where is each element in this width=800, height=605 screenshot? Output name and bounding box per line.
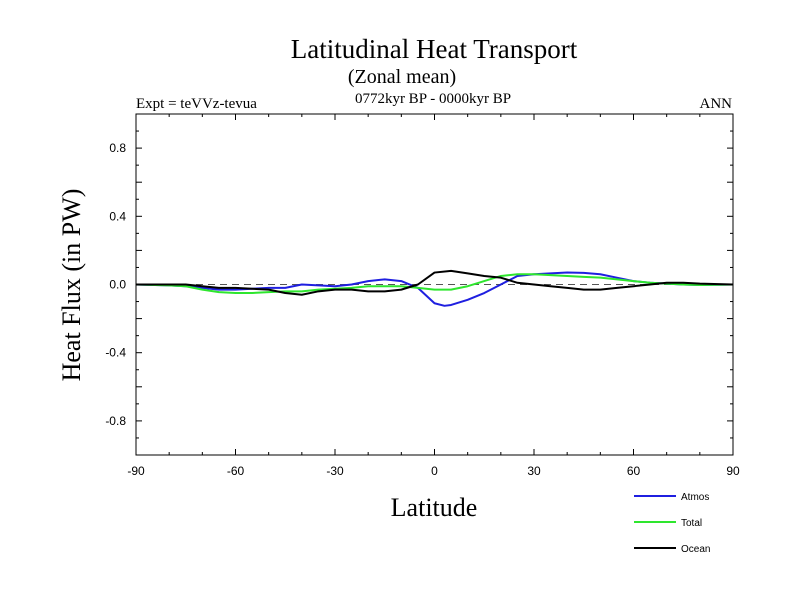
- legend-label-ocean: Ocean: [681, 544, 710, 555]
- x-tick-label: 0: [431, 464, 438, 478]
- legend: Atmos Total Ocean: [634, 492, 710, 555]
- experiment-annotation: Expt = teVVz-tevua: [136, 96, 257, 112]
- y-tick-label: 0.8: [109, 141, 126, 155]
- x-tick-label: 30: [527, 464, 541, 478]
- x-axis-ticks: -90 -60 -30 0 30 60 90: [127, 114, 740, 478]
- x-tick-label: -60: [227, 464, 245, 478]
- legend-label-total: Total: [681, 518, 702, 529]
- chart-title: Latitudinal Heat Transport: [291, 34, 578, 64]
- legend-label-atmos: Atmos: [681, 492, 709, 503]
- x-tick-label: 60: [627, 464, 641, 478]
- chart-subtitle: (Zonal mean): [348, 66, 456, 88]
- y-tick-label: 0.0: [109, 278, 126, 292]
- x-tick-label: -30: [326, 464, 344, 478]
- y-tick-label: -0.4: [105, 346, 126, 360]
- series-line-ocean: [136, 269, 734, 296]
- x-axis-label: Latitude: [391, 493, 478, 522]
- y-axis-label: Heat Flux (in PW): [57, 189, 86, 382]
- plot-area: [135, 113, 734, 456]
- y-tick-label: 0.4: [109, 209, 126, 223]
- series-line-total: [135, 273, 734, 295]
- season-annotation: ANN: [700, 96, 733, 112]
- y-axis-ticks: -0.8 -0.4 0.0 0.4 0.8: [105, 113, 733, 456]
- x-tick-label: -90: [127, 464, 145, 478]
- period-annotation: 0772kyr BP - 0000kyr BP: [355, 91, 511, 107]
- x-tick-label: 90: [726, 464, 740, 478]
- y-tick-label: -0.8: [105, 414, 126, 428]
